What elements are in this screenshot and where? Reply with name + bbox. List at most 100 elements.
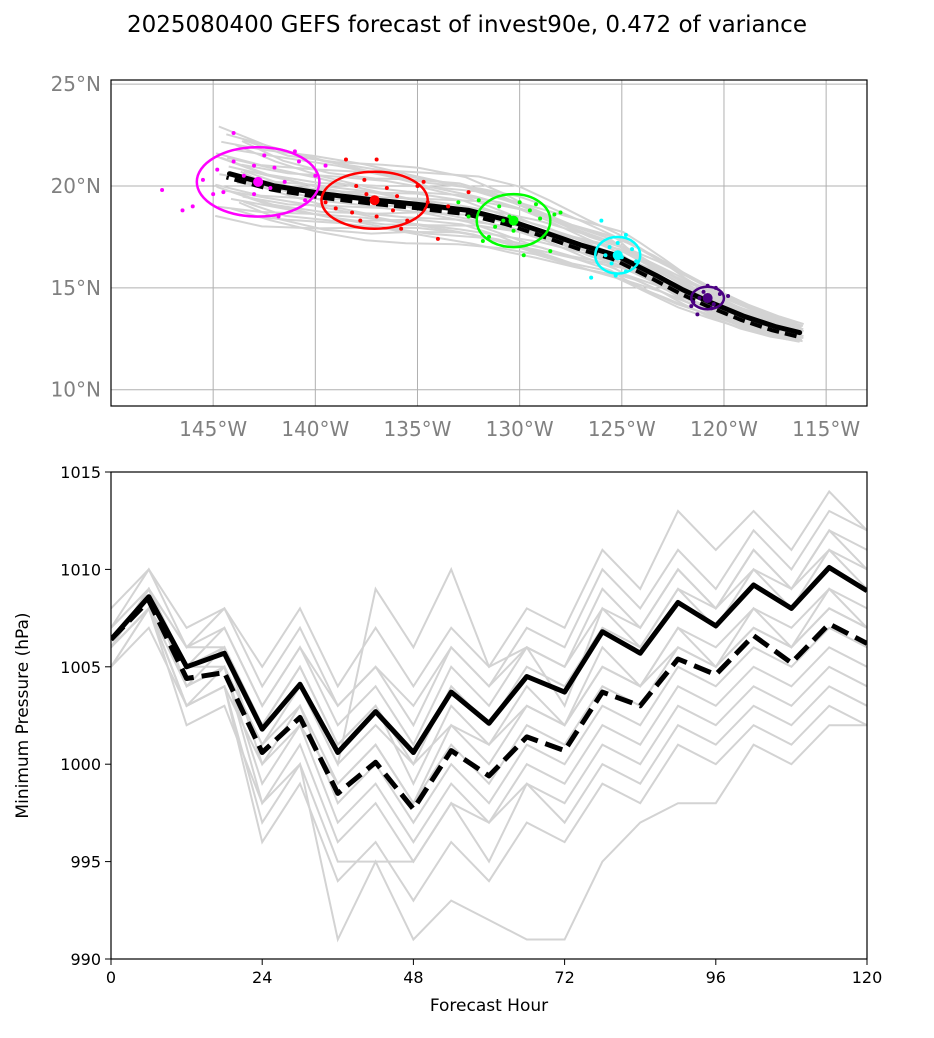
pressure-plot-area xyxy=(111,489,867,943)
cluster-point xyxy=(384,185,389,190)
ensemble-pressure-line xyxy=(111,606,867,943)
cluster-point xyxy=(599,218,604,223)
cluster-point xyxy=(231,130,236,135)
cluster-point xyxy=(200,177,205,182)
cluster-point xyxy=(323,200,328,205)
cluster-point xyxy=(709,306,714,311)
cluster-point xyxy=(262,153,267,158)
cluster-point xyxy=(446,204,451,209)
cluster-point xyxy=(607,245,612,250)
mean-pressure-line xyxy=(111,565,867,755)
cluster-point xyxy=(726,293,731,298)
cluster-point xyxy=(390,208,395,213)
cluster-point xyxy=(552,212,557,217)
pressure-xtick-label: 48 xyxy=(403,968,423,987)
cluster-point xyxy=(517,200,522,205)
cluster-ellipse xyxy=(593,235,642,275)
cluster-center-point xyxy=(612,250,623,261)
cluster-point xyxy=(609,261,614,266)
cluster-point xyxy=(548,249,553,254)
cluster-point xyxy=(374,214,379,219)
map-xtick-label: 120°W xyxy=(690,417,758,441)
pressure-xlabel: Forecast Hour xyxy=(430,996,548,1016)
cluster-point xyxy=(231,159,236,164)
cluster-point xyxy=(603,253,608,258)
cluster-point xyxy=(399,226,404,231)
map-xtick-label: 140°W xyxy=(281,417,349,441)
cluster-point xyxy=(268,185,273,190)
ensemble-pressure-line xyxy=(111,606,867,863)
cluster-point xyxy=(405,218,410,223)
pressure-ytick-label: 995 xyxy=(70,853,101,872)
cluster-point xyxy=(623,269,628,274)
ensemble-pressure-line xyxy=(111,529,867,708)
cluster-point xyxy=(697,296,702,301)
cluster-point xyxy=(623,232,628,237)
cluster-point xyxy=(615,241,620,245)
ensemble-pressure-line xyxy=(111,586,867,806)
pressure-ytick-label: 1015 xyxy=(60,463,101,482)
mean-track-dashed xyxy=(225,175,797,339)
pressure-ylabel: Minimum Pressure (hPa) xyxy=(13,612,33,818)
cluster-point xyxy=(713,285,718,290)
cluster-point xyxy=(296,159,301,164)
pressure-xtick-label: 96 xyxy=(706,968,726,987)
pressure-xtick-label: 72 xyxy=(554,968,574,987)
cluster-point xyxy=(221,190,226,195)
cluster-point xyxy=(374,157,379,162)
cluster-point xyxy=(160,188,165,193)
cluster-point xyxy=(493,224,498,229)
cluster-point xyxy=(711,302,716,307)
cluster-point xyxy=(701,289,706,294)
cluster-point xyxy=(350,210,355,215)
pressure-ytick-label: 1010 xyxy=(60,560,101,579)
cluster-point xyxy=(476,198,481,203)
cluster-point xyxy=(521,253,526,258)
cluster-point xyxy=(558,210,563,215)
pressure-xtick-label: 24 xyxy=(252,968,272,987)
cluster-point xyxy=(190,204,195,209)
ensemble-track xyxy=(218,125,798,325)
cluster-point xyxy=(501,218,506,223)
cluster-point xyxy=(415,183,420,188)
cluster-point xyxy=(456,200,461,205)
map-ytick-label: 10°N xyxy=(51,378,101,402)
cluster-point xyxy=(613,273,618,278)
cluster-point xyxy=(333,206,338,211)
cluster-point xyxy=(589,275,594,280)
pressure-frame xyxy=(110,471,868,960)
map-xtick-label: 130°W xyxy=(486,417,554,441)
pressure-ytick-label: 990 xyxy=(70,950,101,969)
mean-track xyxy=(227,171,803,336)
cluster-ellipse xyxy=(195,145,321,218)
map-ytick-label: 25°N xyxy=(51,72,101,96)
cluster-point xyxy=(487,234,491,239)
cluster-point xyxy=(211,192,216,197)
cluster-point xyxy=(634,259,639,264)
cluster-point xyxy=(241,173,246,178)
ensemble-track xyxy=(222,187,799,339)
cluster-point xyxy=(480,238,485,243)
cluster-point xyxy=(292,149,297,154)
cluster-center-point xyxy=(253,176,264,187)
map-xtick-label: 135°W xyxy=(384,417,452,441)
cluster-point xyxy=(705,283,710,288)
map-ytick-label: 15°N xyxy=(51,276,101,300)
cluster-point xyxy=(435,236,440,241)
cluster-point xyxy=(354,183,359,188)
pressure-xtick-label: 120 xyxy=(852,968,883,987)
map-plot-area xyxy=(160,125,804,343)
mean-pressure-dashed-line xyxy=(111,598,867,812)
cluster-point xyxy=(630,247,635,252)
map-xtick-label: 125°W xyxy=(588,417,656,441)
cluster-point xyxy=(252,192,257,197)
cluster-point xyxy=(691,300,696,305)
cluster-point xyxy=(358,218,363,223)
cluster-point xyxy=(343,157,348,162)
cluster-point xyxy=(466,214,471,219)
cluster-point xyxy=(466,190,471,195)
cluster-ellipse xyxy=(475,192,552,249)
pressure-ytick-label: 1000 xyxy=(60,755,101,774)
cluster-point xyxy=(276,214,281,219)
cluster-point xyxy=(215,167,220,172)
